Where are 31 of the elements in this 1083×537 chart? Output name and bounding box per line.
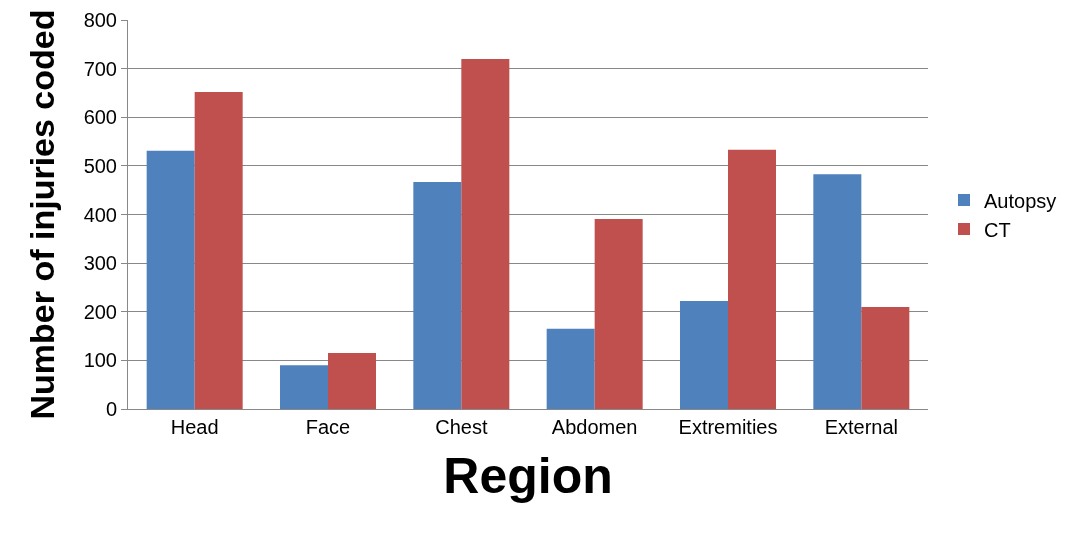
bar: [728, 149, 776, 409]
bar: [813, 174, 862, 409]
x-axis-title: Region: [443, 447, 613, 504]
legend-label: Autopsy: [984, 189, 1057, 212]
bar: [413, 181, 462, 409]
y-tick-label: 200: [83, 300, 117, 323]
bar: [461, 58, 510, 409]
x-tick-label: Face: [305, 416, 351, 438]
y-tick-label: 100: [83, 349, 117, 372]
y-tick-label: 500: [83, 154, 117, 177]
x-tick-label: Abdomen: [551, 416, 638, 438]
bar: [328, 353, 376, 409]
x-tick-label: Chest: [435, 416, 488, 438]
x-tick-label: Head: [170, 416, 219, 438]
y-axis-title: Number of injuries coded: [23, 9, 62, 420]
legend-label: CT: [984, 218, 1011, 241]
y-tick-label: 800: [83, 9, 117, 31]
y-tick-label: 0: [105, 398, 117, 420]
y-tick-label: 700: [83, 57, 117, 80]
bar: [546, 328, 595, 409]
bar: [861, 306, 910, 409]
bar: [594, 218, 643, 409]
x-tick-label: Extremities: [678, 416, 778, 438]
x-tick-label: External: [824, 416, 899, 438]
bar: [280, 365, 328, 409]
y-tick-label: 600: [83, 106, 117, 129]
y-tick-label: 400: [83, 203, 117, 226]
y-tick-label: 300: [83, 252, 117, 275]
bar: [194, 91, 243, 409]
bar: [680, 301, 728, 409]
bar: [146, 150, 195, 409]
